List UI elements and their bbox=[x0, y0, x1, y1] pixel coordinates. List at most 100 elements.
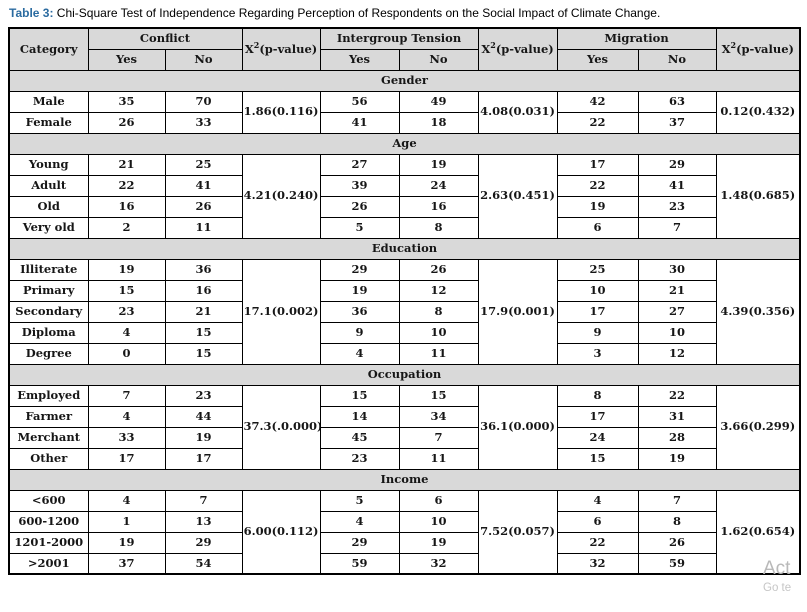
col-header-category: Category bbox=[8, 27, 89, 71]
count-cell-no: 7 bbox=[637, 489, 717, 512]
count-cell-no: 34 bbox=[398, 405, 479, 428]
table-row: 600-1200 1 13 4 10 6 8 bbox=[8, 510, 800, 533]
count-cell-yes: 4 bbox=[319, 342, 400, 365]
count-cell-no: 26 bbox=[637, 531, 717, 554]
count-cell-yes: 4 bbox=[556, 489, 639, 512]
chi-square-cell: 1.86(0.116) bbox=[241, 90, 321, 134]
count-cell-no: 28 bbox=[637, 426, 717, 449]
chi-square-cell: 4.08(0.031) bbox=[477, 90, 558, 134]
section-row: Education bbox=[8, 237, 801, 260]
count-cell-yes: 6 bbox=[556, 510, 639, 533]
chi-superscript: 2 bbox=[253, 39, 260, 50]
count-cell-yes: 4 bbox=[87, 405, 166, 428]
category-cell: Diploma bbox=[8, 321, 89, 344]
chi-square-cell: 3.66(0.299) bbox=[715, 384, 801, 470]
count-cell-yes: 22 bbox=[556, 174, 639, 197]
count-cell-yes: 33 bbox=[87, 426, 166, 449]
table-row: Employed 7 23 37.3(.0.000) 15 15 36.1(0.000) 8 2… bbox=[8, 384, 801, 470]
count-cell-no: 29 bbox=[637, 153, 717, 176]
col-header-intergroup-yes: Yes bbox=[319, 48, 400, 71]
section-header: Income bbox=[8, 468, 801, 491]
count-cell-no: 15 bbox=[398, 384, 479, 407]
count-cell-yes: 15 bbox=[319, 384, 400, 407]
category-cell: Farmer bbox=[8, 405, 89, 428]
category-cell: Degree bbox=[8, 342, 89, 365]
table-caption-label: Table 3: bbox=[9, 6, 54, 20]
category-cell: Secondary bbox=[8, 300, 89, 323]
category-cell: Old bbox=[8, 195, 89, 218]
count-cell-yes: 21 bbox=[87, 153, 166, 176]
chi-square-cell: 4.39(0.356) bbox=[715, 258, 801, 365]
count-cell-no: 63 bbox=[637, 90, 717, 113]
table-header: Category Conflict X2(p-value) Intergroup… bbox=[8, 27, 801, 71]
table-row: Other 17 17 23 11 15 19 bbox=[8, 447, 800, 470]
table-caption-text: Chi-Square Test of Independence Regardin… bbox=[53, 6, 661, 20]
count-cell-no: 10 bbox=[398, 510, 479, 533]
col-header-intergroup-no: No bbox=[398, 48, 479, 71]
chi-pvalue-label: (p-value) bbox=[495, 41, 554, 56]
count-cell-no: 19 bbox=[398, 531, 479, 554]
count-cell-yes: 32 bbox=[556, 552, 639, 575]
col-header-migration-yes: Yes bbox=[556, 48, 639, 71]
count-cell-yes: 16 bbox=[87, 195, 166, 218]
chi-symbol: X bbox=[721, 41, 731, 56]
table-row: Merchant 33 19 45 7 24 28 bbox=[8, 426, 800, 449]
count-cell-no: 10 bbox=[398, 321, 479, 344]
count-cell-yes: 22 bbox=[556, 111, 639, 134]
category-cell: Young bbox=[8, 153, 89, 176]
count-cell-no: 31 bbox=[637, 405, 717, 428]
category-cell: Other bbox=[8, 447, 89, 470]
section-header: Education bbox=[8, 237, 801, 260]
count-cell-no: 24 bbox=[398, 174, 479, 197]
count-cell-no: 8 bbox=[398, 216, 479, 239]
chi-superscript: 2 bbox=[490, 39, 496, 50]
count-cell-yes: 0 bbox=[87, 342, 166, 365]
count-cell-yes: 17 bbox=[556, 300, 639, 323]
chi-square-table: Category Conflict X2(p-value) Intergroup… bbox=[8, 27, 802, 575]
count-cell-yes: 4 bbox=[87, 489, 166, 512]
count-cell-no: 54 bbox=[164, 552, 243, 575]
count-cell-yes: 41 bbox=[319, 111, 400, 134]
count-cell-no: 19 bbox=[164, 426, 243, 449]
col-header-chi-conflict: X2(p-value) bbox=[241, 27, 321, 71]
table-row: Degree 0 15 4 11 3 12 bbox=[8, 342, 800, 365]
section-row: Occupation bbox=[8, 363, 801, 386]
chi-symbol: X bbox=[244, 41, 254, 56]
count-cell-no: 8 bbox=[398, 300, 479, 323]
table-caption: Table 3: Chi-Square Test of Independence… bbox=[9, 6, 807, 20]
section-header: Gender bbox=[8, 69, 801, 92]
table-row: Old 16 26 26 16 19 23 bbox=[8, 195, 800, 218]
table-row: Very old 2 11 5 8 6 7 bbox=[8, 216, 800, 239]
count-cell-no: 11 bbox=[398, 342, 479, 365]
count-cell-yes: 29 bbox=[319, 258, 400, 281]
chi-square-cell: 7.52(0.057) bbox=[477, 489, 558, 575]
count-cell-yes: 39 bbox=[319, 174, 400, 197]
count-cell-no: 41 bbox=[164, 174, 243, 197]
count-cell-no: 6 bbox=[398, 489, 479, 512]
count-cell-yes: 1 bbox=[87, 510, 166, 533]
count-cell-yes: 9 bbox=[319, 321, 400, 344]
count-cell-no: 59 bbox=[637, 552, 717, 575]
chi-superscript: 2 bbox=[730, 39, 737, 50]
count-cell-yes: 59 bbox=[319, 552, 400, 575]
count-cell-no: 70 bbox=[164, 90, 243, 113]
table-row: Illiterate 19 36 17.1(0.002) 29 26 17.9(0.001)… bbox=[8, 258, 801, 365]
count-cell-no: 49 bbox=[398, 90, 479, 113]
section-row: Gender bbox=[8, 69, 801, 92]
chi-square-cell: 6.00(0.112) bbox=[241, 489, 321, 575]
count-cell-yes: 42 bbox=[556, 90, 639, 113]
count-cell-yes: 19 bbox=[87, 531, 166, 554]
count-cell-yes: 29 bbox=[319, 531, 400, 554]
count-cell-no: 19 bbox=[398, 153, 479, 176]
count-cell-no: 15 bbox=[164, 321, 243, 344]
count-cell-yes: 15 bbox=[556, 447, 639, 470]
count-cell-yes: 15 bbox=[87, 279, 166, 302]
count-cell-no: 16 bbox=[398, 195, 479, 218]
count-cell-yes: 5 bbox=[319, 489, 400, 512]
count-cell-yes: 10 bbox=[556, 279, 639, 302]
col-header-conflict-no: No bbox=[164, 48, 243, 71]
table-row: >2001 37 54 59 32 32 59 bbox=[8, 552, 800, 575]
count-cell-no: 15 bbox=[164, 342, 243, 365]
count-cell-no: 11 bbox=[164, 216, 243, 239]
count-cell-yes: 22 bbox=[556, 531, 639, 554]
